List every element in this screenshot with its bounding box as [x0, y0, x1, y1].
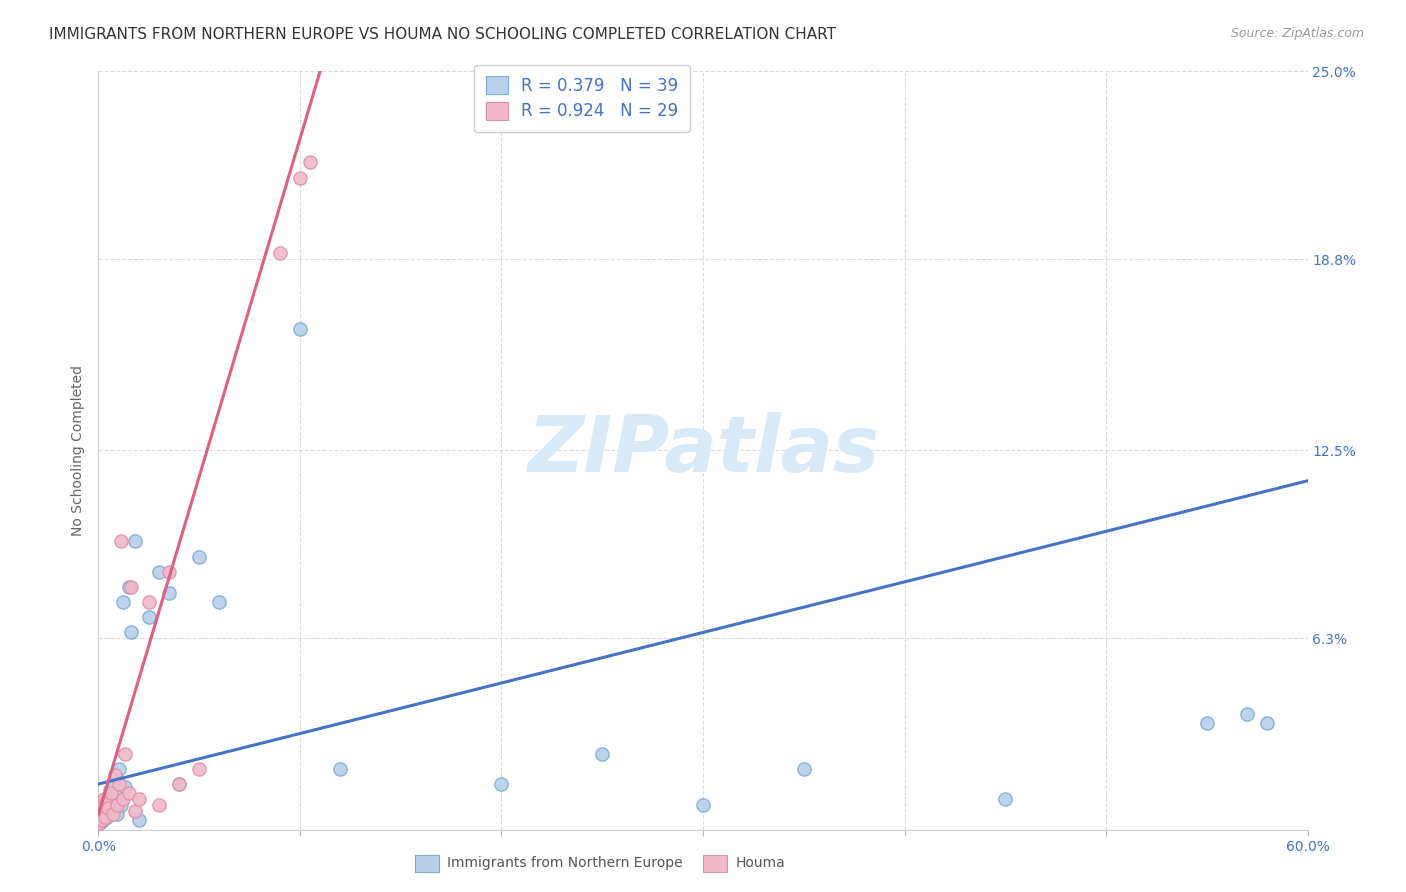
Point: [91, 814, 114, 828]
Point: [148, 798, 170, 813]
Point: [96, 810, 118, 824]
Point: [89, 807, 111, 822]
Point: [98, 783, 121, 797]
Point: [148, 565, 170, 579]
Point: [167, 777, 190, 791]
Point: [110, 798, 132, 813]
Point: [138, 595, 160, 609]
Text: Houma: Houma: [735, 856, 785, 871]
Point: [188, 549, 211, 564]
Point: [103, 795, 125, 809]
Point: [93, 798, 115, 813]
Text: Source: ZipAtlas.com: Source: ZipAtlas.com: [1230, 27, 1364, 40]
Point: [103, 768, 125, 782]
Point: [157, 586, 180, 600]
Point: [100, 786, 122, 800]
Point: [793, 762, 815, 776]
Point: [124, 534, 146, 549]
Point: [1256, 716, 1278, 731]
Point: [101, 777, 124, 791]
Point: [100, 805, 122, 819]
Point: [491, 777, 513, 791]
Point: [128, 814, 150, 828]
Point: [103, 786, 125, 800]
Point: [329, 762, 352, 776]
Point: [101, 807, 124, 822]
Text: IMMIGRANTS FROM NORTHERN EUROPE VS HOUMA NO SCHOOLING COMPLETED CORRELATION CHAR: IMMIGRANTS FROM NORTHERN EUROPE VS HOUMA…: [49, 27, 837, 42]
Point: [157, 565, 180, 579]
Point: [128, 792, 150, 806]
Point: [94, 807, 117, 822]
Point: [91, 805, 114, 819]
Point: [120, 580, 142, 594]
Point: [118, 580, 141, 594]
Point: [107, 762, 129, 776]
Point: [89, 816, 111, 830]
Point: [1195, 716, 1218, 731]
Point: [591, 747, 613, 761]
Point: [692, 798, 714, 813]
Point: [89, 816, 111, 830]
Point: [118, 786, 141, 800]
Point: [167, 777, 190, 791]
Point: [120, 625, 142, 640]
Point: [93, 792, 115, 806]
Point: [93, 805, 115, 819]
Point: [97, 801, 120, 815]
Point: [138, 610, 160, 624]
Point: [110, 534, 132, 549]
Point: [288, 322, 311, 336]
Point: [97, 801, 120, 815]
Point: [114, 780, 136, 794]
Point: [111, 792, 134, 806]
Text: ZIPatlas: ZIPatlas: [527, 412, 879, 489]
Text: Immigrants from Northern Europe: Immigrants from Northern Europe: [447, 856, 683, 871]
Point: [1236, 707, 1258, 722]
Point: [111, 595, 134, 609]
Point: [124, 805, 146, 819]
Point: [90, 810, 112, 824]
Point: [107, 777, 129, 791]
Point: [288, 170, 311, 185]
Point: [114, 747, 136, 761]
Point: [94, 810, 117, 824]
Y-axis label: No Schooling Completed: No Schooling Completed: [72, 365, 86, 536]
Point: [269, 246, 291, 260]
Point: [208, 595, 231, 609]
Point: [93, 814, 115, 828]
Point: [105, 798, 128, 813]
Point: [105, 807, 128, 822]
Point: [96, 795, 118, 809]
Point: [299, 155, 322, 169]
Point: [96, 792, 118, 806]
Legend: R = 0.379   N = 39, R = 0.924   N = 29: R = 0.379 N = 39, R = 0.924 N = 29: [474, 64, 690, 132]
Point: [188, 762, 211, 776]
Point: [994, 792, 1017, 806]
Point: [90, 798, 112, 813]
